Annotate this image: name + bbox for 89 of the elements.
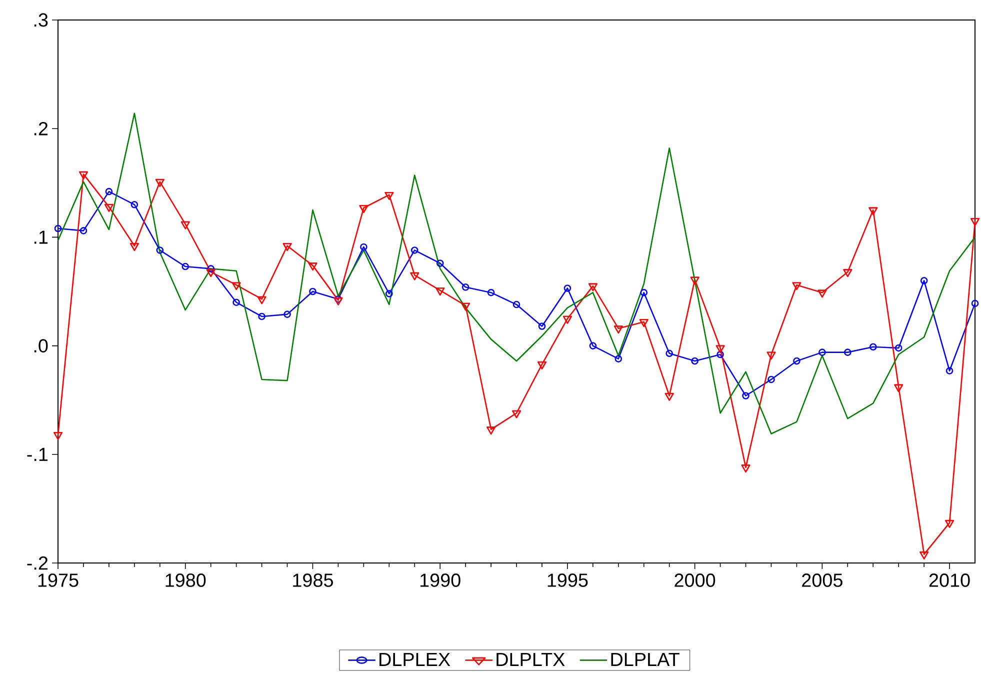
x-tick-label: 1975 — [38, 574, 78, 587]
x-tick-label: 1985 — [293, 574, 333, 587]
point — [589, 342, 597, 350]
point — [946, 367, 954, 374]
y-tick-label: .2 — [34, 122, 48, 136]
point — [384, 192, 394, 200]
y-tick-label: -.2 — [27, 556, 48, 570]
x-tick-label: 1995 — [548, 574, 588, 587]
point — [410, 246, 418, 254]
point — [537, 361, 547, 370]
point — [690, 276, 700, 285]
y-tick-label: -.1 — [27, 448, 48, 461]
point — [741, 464, 750, 473]
point — [716, 345, 725, 354]
x-tick-label: 2000 — [674, 574, 716, 587]
point — [105, 188, 113, 196]
point — [742, 392, 750, 400]
point — [818, 290, 827, 298]
point — [436, 288, 445, 296]
point — [512, 300, 520, 308]
point — [258, 312, 266, 320]
y-tick-label: .1 — [34, 230, 48, 244]
point — [334, 297, 343, 306]
point — [538, 322, 546, 330]
point — [844, 348, 852, 356]
point — [614, 355, 622, 362]
point — [792, 282, 802, 290]
point — [920, 276, 928, 284]
point — [716, 350, 724, 358]
point — [462, 284, 470, 291]
point — [564, 284, 572, 292]
x-tick-label: 1980 — [166, 574, 206, 587]
point — [309, 288, 316, 296]
point — [664, 392, 674, 401]
legend-label: DLPLAT — [611, 652, 680, 666]
point — [53, 432, 63, 440]
legend-label: DLPLTX — [496, 652, 565, 666]
point — [180, 221, 190, 230]
point — [104, 204, 114, 212]
point — [920, 551, 929, 560]
point — [639, 319, 648, 328]
point — [308, 262, 318, 271]
point — [486, 426, 496, 435]
y-tick-label: .3 — [34, 13, 48, 27]
point — [894, 384, 904, 392]
point — [843, 269, 852, 278]
point — [818, 348, 826, 356]
y-tick-label: .0 — [34, 339, 48, 352]
point — [410, 272, 420, 280]
point — [155, 178, 164, 187]
point — [894, 344, 902, 352]
point — [640, 288, 648, 296]
point — [588, 283, 598, 292]
point — [360, 243, 368, 251]
point — [206, 269, 216, 278]
point — [232, 282, 241, 290]
point — [436, 260, 444, 267]
point — [868, 207, 878, 216]
point — [282, 242, 292, 252]
legend-label: DLPLEX — [380, 652, 450, 666]
point — [182, 262, 190, 270]
point — [666, 350, 673, 358]
point — [487, 288, 495, 296]
point — [869, 343, 877, 351]
point — [80, 227, 88, 234]
x-tick-label: 1990 — [420, 574, 460, 587]
point — [970, 218, 980, 226]
point — [614, 326, 623, 334]
x-tick-label: 2010 — [929, 574, 970, 587]
point — [232, 298, 240, 306]
point — [207, 265, 214, 272]
point — [359, 204, 368, 214]
point — [768, 376, 775, 384]
point — [512, 410, 522, 418]
point — [334, 295, 342, 303]
point — [766, 352, 776, 360]
point — [793, 357, 800, 365]
point — [130, 242, 139, 252]
x-tick-label: 2005 — [802, 574, 842, 587]
point — [461, 302, 470, 311]
point — [562, 316, 572, 324]
point — [257, 296, 266, 304]
point — [691, 357, 698, 365]
point — [130, 200, 138, 208]
point — [78, 171, 88, 180]
point — [156, 246, 164, 254]
point — [944, 520, 954, 528]
point — [385, 290, 393, 298]
point — [284, 310, 291, 318]
